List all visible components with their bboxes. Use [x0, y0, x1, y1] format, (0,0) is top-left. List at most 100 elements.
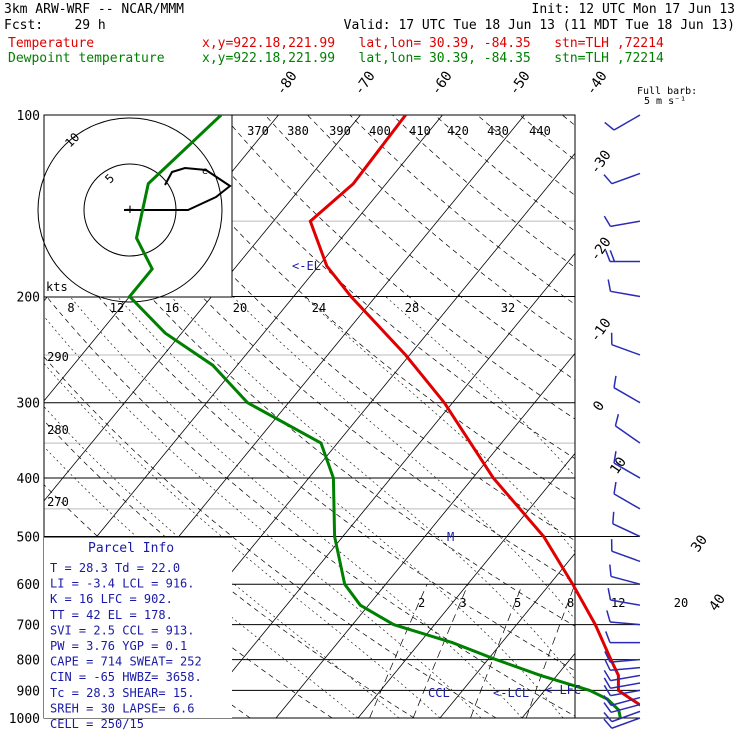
- theta-label: 430: [487, 124, 509, 138]
- wind-barb-staff: [610, 674, 641, 682]
- isotherm-label: -50: [506, 68, 534, 98]
- hodograph-speed-label: 20: [233, 301, 247, 315]
- wind-barb-staff: [611, 343, 641, 356]
- pressure-label: 100: [17, 109, 40, 124]
- wind-barb-flag: [604, 121, 615, 131]
- isotherm-label: 30: [688, 532, 711, 555]
- wind-barb-staff: [611, 550, 641, 563]
- mixing-ratio-line: [369, 584, 428, 718]
- full-barb-unit: 5 m s⁻¹: [644, 96, 686, 107]
- wind-barb-staff: [613, 387, 641, 404]
- init-time: Init: 12 UTC Mon 17 Jun 13: [531, 2, 736, 17]
- temperature-profile-line: [308, 115, 640, 707]
- isotherm-line: [521, 652, 575, 718]
- wind-barb: [613, 375, 641, 404]
- isotherm-line: [275, 352, 575, 718]
- wind-barb: [605, 250, 640, 263]
- moist-adiabat: [44, 406, 400, 718]
- pressure-label: 1000: [9, 712, 40, 727]
- isotherm-label: -60: [428, 68, 456, 98]
- m-marker: M: [447, 530, 454, 544]
- wind-barb-flag: [603, 684, 612, 697]
- forecast-hour: Fcst: 29 h: [4, 18, 106, 33]
- wind-barb: [610, 332, 641, 356]
- hodograph-trace: [124, 166, 232, 211]
- isotherm-label: -40: [583, 68, 611, 98]
- wind-barb-flag: [604, 659, 611, 671]
- wind-barb-flag: [605, 250, 611, 262]
- theta-label-side: 270: [47, 495, 69, 509]
- parcel-info-box: [44, 537, 232, 718]
- theta-label: 380: [287, 124, 309, 138]
- wind-barb-flag: [606, 610, 611, 623]
- wind-barb-staff: [610, 666, 641, 671]
- wind-barb-flag: [607, 279, 612, 292]
- dry-adiabat: [561, 115, 575, 126]
- wind-barb: [607, 279, 641, 298]
- mixing-ratio-label: 3: [459, 596, 466, 610]
- wind-barb: [604, 651, 641, 663]
- moist-adiabat: [303, 296, 575, 553]
- theta-label: 440: [529, 124, 551, 138]
- dry-adiabat: [52, 115, 575, 584]
- mixing-ratio-line: [412, 584, 469, 718]
- pressure-label: 200: [17, 291, 40, 306]
- wind-barb-flag: [603, 695, 612, 706]
- dry-adiabat: [179, 115, 575, 460]
- wind-barb-staff: [610, 703, 641, 714]
- isotherm-line: [686, 115, 740, 718]
- wind-barb-flag: [609, 250, 616, 262]
- mixing-ratio-line: [525, 584, 575, 718]
- plot-frame: [43, 114, 576, 719]
- wind-barb-flag: [603, 174, 613, 185]
- model-title: 3km ARW-WRF -- NCAR/MMM: [4, 2, 185, 17]
- parcel-info-title: Parcel Info: [88, 541, 174, 556]
- moist-adiabat: [385, 296, 575, 477]
- pressure-label: 600: [17, 578, 40, 593]
- parcel-info-row: CELL = 250/15: [50, 717, 144, 731]
- hodograph-frame: [43, 114, 233, 298]
- wind-barb: [607, 588, 641, 606]
- wind-barb: [603, 684, 641, 697]
- wind-barb-flag: [613, 375, 617, 388]
- wind-barb-staff: [613, 493, 641, 510]
- dry-adiabat: [519, 115, 575, 161]
- hodograph-speed-label: 8: [67, 301, 74, 315]
- dry-adiabat: [605, 115, 740, 718]
- wind-barb-staff: [611, 172, 641, 185]
- wind-barb-flag: [604, 651, 611, 663]
- wind-barb-staff: [613, 114, 641, 131]
- parcel-info-row: Tc = 28.3 SHEAR= 15.: [50, 686, 195, 700]
- hodograph-marker: e: [202, 166, 208, 177]
- parcel-info-row: T = 28.3 Td = 22.0: [50, 561, 180, 575]
- full-barb-label: Full barb:: [637, 86, 697, 97]
- theta-label: 390: [329, 124, 351, 138]
- wind-barb: [614, 414, 641, 444]
- wind-barb-flag: [605, 631, 611, 643]
- hodograph-speed-label: 28: [405, 301, 419, 315]
- parcel-info-row: TT = 42 EL = 178.: [50, 608, 173, 622]
- parcel-info-row: SVI = 2.5 CCL = 913.: [50, 623, 195, 637]
- mixing-ratio-label: 5: [514, 596, 521, 610]
- dewpoint-profile-line: [127, 115, 622, 718]
- mixing-ratio-label: 2: [418, 596, 425, 610]
- wind-barb-staff: [610, 599, 641, 606]
- isotherm-line: [439, 552, 575, 718]
- isotherm-label: 40: [706, 591, 729, 614]
- theta-label-side: 280: [47, 423, 69, 437]
- wind-barb: [603, 695, 641, 707]
- parcel-info-row: LI = -3.4 LCL = 916.: [50, 577, 195, 591]
- temperature-legend-label: Temperature: [8, 36, 95, 51]
- lcl-marker: <-LCL: [493, 686, 529, 700]
- wind-barb-staff: [610, 696, 641, 707]
- el-marker: <-EL: [292, 259, 321, 273]
- isotherm-line: [44, 115, 361, 502]
- dry-adiabat: [222, 115, 575, 420]
- wind-barb-staff: [610, 290, 641, 298]
- dry-adiabat: [44, 292, 575, 717]
- pressure-label: 700: [17, 619, 40, 634]
- wind-barb-flag: [614, 414, 620, 427]
- wind-barb: [603, 172, 641, 185]
- isotherm-label: 0: [590, 398, 608, 414]
